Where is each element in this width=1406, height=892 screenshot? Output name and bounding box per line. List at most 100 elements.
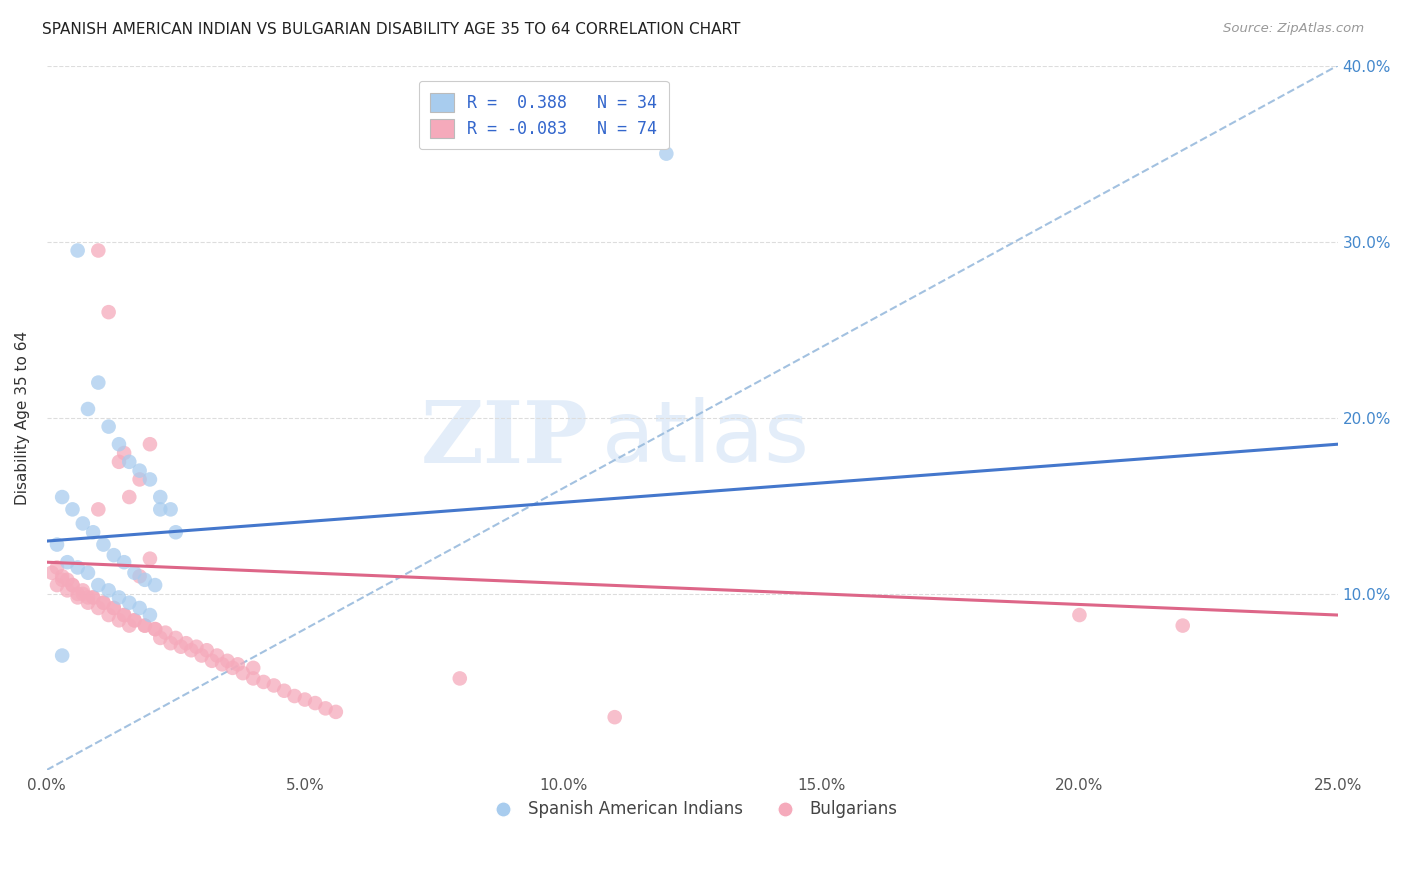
- Point: [304, 696, 326, 710]
- Point: [66, 244, 89, 258]
- Point: [252, 675, 274, 690]
- Point: [139, 607, 162, 622]
- Point: [149, 631, 172, 645]
- Point: [195, 643, 218, 657]
- Legend: Spanish American Indians, Bulgarians: Spanish American Indians, Bulgarians: [479, 794, 904, 825]
- Point: [87, 376, 110, 390]
- Point: [82, 591, 104, 605]
- Point: [124, 613, 146, 627]
- Point: [103, 548, 125, 562]
- Point: [93, 596, 115, 610]
- Point: [201, 654, 224, 668]
- Point: [108, 591, 131, 605]
- Text: Source: ZipAtlas.com: Source: ZipAtlas.com: [1223, 22, 1364, 36]
- Point: [72, 587, 94, 601]
- Point: [242, 661, 264, 675]
- Point: [143, 578, 166, 592]
- Point: [603, 710, 626, 724]
- Point: [77, 402, 100, 417]
- Point: [139, 551, 162, 566]
- Point: [77, 591, 100, 605]
- Point: [66, 591, 89, 605]
- Point: [1069, 607, 1091, 622]
- Point: [128, 569, 150, 583]
- Point: [46, 560, 69, 574]
- Point: [108, 437, 131, 451]
- Point: [128, 464, 150, 478]
- Point: [77, 596, 100, 610]
- Point: [143, 622, 166, 636]
- Point: [149, 490, 172, 504]
- Point: [159, 502, 181, 516]
- Point: [118, 455, 141, 469]
- Point: [263, 678, 285, 692]
- Point: [449, 672, 471, 686]
- Point: [118, 618, 141, 632]
- Point: [103, 601, 125, 615]
- Point: [56, 555, 79, 569]
- Point: [93, 596, 115, 610]
- Point: [143, 622, 166, 636]
- Point: [134, 618, 156, 632]
- Point: [139, 472, 162, 486]
- Point: [139, 437, 162, 451]
- Point: [41, 566, 63, 580]
- Point: [108, 455, 131, 469]
- Point: [1171, 618, 1194, 632]
- Point: [97, 419, 120, 434]
- Point: [242, 672, 264, 686]
- Point: [66, 560, 89, 574]
- Point: [221, 661, 243, 675]
- Point: [226, 657, 249, 672]
- Point: [87, 578, 110, 592]
- Point: [97, 583, 120, 598]
- Point: [128, 601, 150, 615]
- Text: atlas: atlas: [602, 398, 810, 481]
- Text: ZIP: ZIP: [422, 397, 589, 481]
- Text: SPANISH AMERICAN INDIAN VS BULGARIAN DISABILITY AGE 35 TO 64 CORRELATION CHART: SPANISH AMERICAN INDIAN VS BULGARIAN DIS…: [42, 22, 741, 37]
- Point: [159, 636, 181, 650]
- Point: [165, 525, 187, 540]
- Point: [56, 583, 79, 598]
- Point: [128, 472, 150, 486]
- Point: [62, 578, 84, 592]
- Point: [315, 701, 337, 715]
- Point: [97, 607, 120, 622]
- Point: [205, 648, 228, 663]
- Point: [82, 591, 104, 605]
- Point: [294, 692, 316, 706]
- Point: [112, 555, 135, 569]
- Point: [66, 587, 89, 601]
- Point: [273, 683, 295, 698]
- Point: [77, 566, 100, 580]
- Point: [118, 596, 141, 610]
- Point: [51, 569, 73, 583]
- Point: [51, 648, 73, 663]
- Point: [186, 640, 208, 654]
- Point: [62, 502, 84, 516]
- Point: [82, 525, 104, 540]
- Y-axis label: Disability Age 35 to 64: Disability Age 35 to 64: [15, 331, 30, 505]
- Point: [87, 244, 110, 258]
- Point: [108, 613, 131, 627]
- Point: [283, 689, 305, 703]
- Point: [72, 583, 94, 598]
- Point: [217, 654, 239, 668]
- Point: [87, 502, 110, 516]
- Point: [170, 640, 193, 654]
- Point: [56, 573, 79, 587]
- Point: [174, 636, 197, 650]
- Point: [46, 578, 69, 592]
- Point: [149, 502, 172, 516]
- Point: [165, 631, 187, 645]
- Point: [134, 618, 156, 632]
- Point: [155, 625, 177, 640]
- Point: [232, 666, 254, 681]
- Point: [112, 607, 135, 622]
- Point: [72, 516, 94, 531]
- Point: [134, 573, 156, 587]
- Point: [118, 490, 141, 504]
- Point: [87, 601, 110, 615]
- Point: [51, 573, 73, 587]
- Point: [180, 643, 202, 657]
